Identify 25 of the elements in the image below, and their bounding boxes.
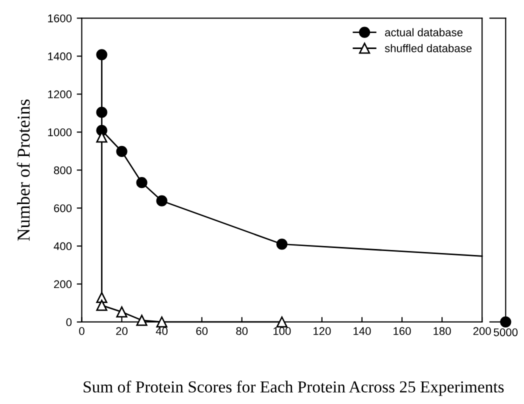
y-axis-title: Number of Proteins [16, 100, 30, 241]
x-tick-label: 140 [354, 327, 371, 336]
x-tick-label: 20 [116, 327, 128, 336]
x-tick-label: 100 [273, 327, 291, 336]
y-tick-label: 400 [54, 242, 72, 250]
y-tick-label: 1000 [48, 128, 72, 136]
y-tick-label: 0 [66, 318, 72, 326]
y-tick-label: 1600 [48, 14, 72, 22]
y-tick-label: 200 [54, 280, 72, 288]
x-axis-title: Sum of Protein Scores for Each Protein Across 25 Experiments [84, 380, 504, 396]
x-tick-label: 60 [196, 327, 208, 336]
text: 5000 [494, 328, 518, 336]
y-tick-label: 600 [54, 204, 72, 212]
x-tick-label: 200 [473, 327, 491, 336]
x-tick-label: 0 [79, 327, 84, 336]
y-tick-label: 1400 [48, 52, 72, 60]
x-tick-label: 160 [394, 327, 411, 336]
legend-label: actual database [385, 28, 463, 36]
y-tick-label: 800 [54, 166, 72, 174]
x-tick-label: 80 [236, 327, 248, 336]
y-tick-label: 1200 [48, 90, 72, 98]
x-tick-label: 40 [156, 327, 168, 336]
x-tick-label: 120 [314, 327, 331, 336]
legend-label: shuffled database [384, 44, 472, 52]
x-tick-label: 180 [434, 327, 451, 336]
